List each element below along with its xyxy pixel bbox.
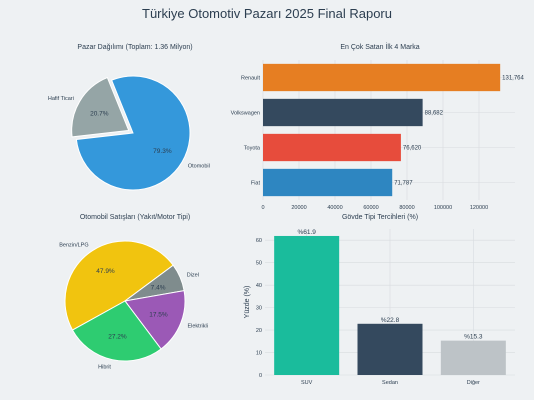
- fuel-slice-label: Benzin/LPG: [59, 243, 88, 249]
- body-y-tick-label: 60: [256, 238, 262, 244]
- body-value-label: %22.8: [381, 317, 400, 324]
- body-y-tick-label: 30: [256, 306, 262, 312]
- market-slice: [75, 75, 191, 191]
- fuel-pct-label: 7.4%: [151, 284, 166, 291]
- body-y-tick-label: 50: [256, 261, 262, 267]
- fuel-pie-title: Otomobil Satışları (Yakıt/Motor Tipi): [79, 214, 191, 221]
- body-y-tick-label: 20: [256, 328, 262, 334]
- body-y-axis-label: Yüzde (%): [244, 286, 251, 319]
- brands-value-label: 76,620: [403, 146, 422, 152]
- brands-x-tick-label: 20000: [291, 205, 306, 211]
- market-slice: [71, 76, 130, 138]
- fuel-slice-label: Dizel: [187, 272, 199, 278]
- body-chart-title: Gövde Tipi Tercihleri (%): [341, 214, 419, 221]
- brands-x-tick-label: 120000: [470, 205, 488, 211]
- brands-bar: [263, 98, 423, 127]
- body-bar: [274, 235, 340, 375]
- brands-bar: [263, 63, 501, 92]
- fuel-pct-label: 47.9%: [96, 268, 115, 275]
- body-category-label: SUV: [301, 380, 313, 386]
- brands-category-label: Toyota: [244, 146, 261, 152]
- body-bar: [357, 323, 423, 375]
- brands-x-tick-label: 80000: [399, 205, 414, 211]
- fuel-slice: [64, 240, 174, 331]
- brands-x-tick-label: 0: [261, 205, 264, 211]
- brands-chart-title: En Çok Satan İlk 4 Marka: [340, 44, 420, 51]
- fuel-slice: [124, 290, 186, 350]
- market-slice-label: Otomobil: [188, 164, 210, 170]
- brands-bar: [263, 133, 401, 162]
- brands-value-label: 88,682: [425, 111, 444, 117]
- market-pie-title: Pazar Dağılımı (Toplam: 1.36 Milyon): [77, 44, 193, 51]
- fuel-pct-label: 17.5%: [149, 312, 168, 319]
- brands-category-label: Renault: [241, 76, 260, 82]
- body-category-label: Diğer: [467, 380, 480, 386]
- brands-value-label: 71,787: [394, 181, 413, 187]
- brands-x-tick-label: 60000: [363, 205, 378, 211]
- market-pct-label: 79.3%: [153, 148, 172, 155]
- body-y-tick-label: 10: [256, 351, 262, 357]
- body-y-tick-label: 40: [256, 283, 262, 289]
- brands-x-tick-label: 100000: [434, 205, 452, 211]
- body-category-label: Sedan: [382, 380, 398, 386]
- body-value-label: %61.9: [297, 229, 316, 236]
- fuel-slice: [71, 300, 162, 362]
- brands-bar: [263, 168, 393, 197]
- body-y-tick-label: 0: [259, 373, 262, 379]
- brands-category-label: Fiat: [251, 181, 261, 187]
- fuel-pct-label: 27.2%: [108, 334, 127, 341]
- brands-category-label: Volkswagen: [231, 111, 260, 117]
- brands-value-label: 131,764: [502, 76, 524, 82]
- body-value-label: %15.3: [464, 334, 483, 341]
- fuel-slice-label: Elektrikli: [187, 324, 207, 330]
- page-title: Türkiye Otomotiv Pazarı 2025 Final Rapor…: [142, 6, 392, 21]
- body-bar: [440, 340, 506, 375]
- brands-x-tick-label: 40000: [327, 205, 342, 211]
- fuel-slice-label: Hibrit: [98, 365, 111, 371]
- market-pct-label: 20.7%: [90, 110, 109, 117]
- market-slice-label: Hafif Ticari: [48, 96, 74, 102]
